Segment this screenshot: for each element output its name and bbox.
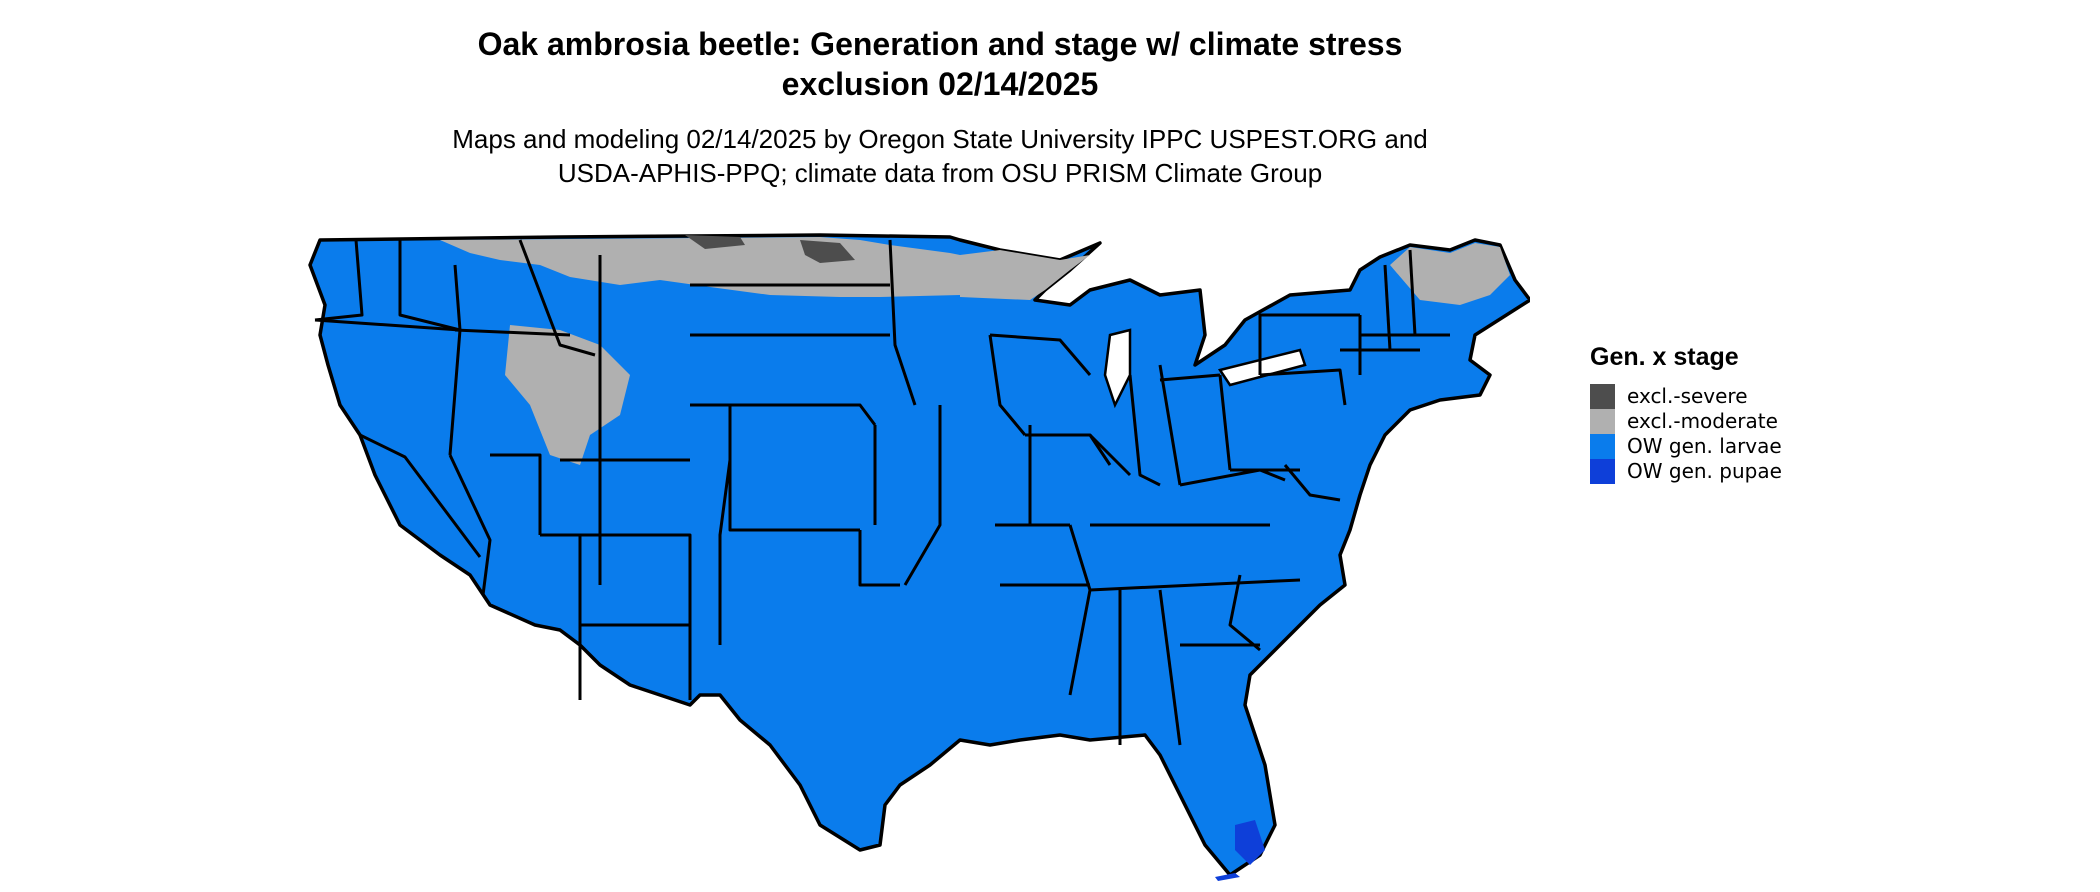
legend-title: Gen. x stage <box>1590 343 1739 371</box>
map-legend: Gen. x stage excl.-severe excl.-moderate… <box>1590 340 1920 484</box>
excl-moderate-new-england <box>1390 243 1510 305</box>
legend-swatch <box>1590 409 1615 434</box>
legend-item-ow-pupae: OW gen. pupae <box>1590 459 1920 484</box>
legend-swatch <box>1590 434 1615 459</box>
map-title: Oak ambrosia beetle: Generation and stag… <box>477 26 1403 102</box>
florida-keys <box>1215 873 1240 881</box>
lake-michigan <box>1103 328 1132 409</box>
legend-label: excl.-moderate <box>1627 409 1778 433</box>
state-borders <box>314 239 1450 746</box>
lake-erie <box>1217 348 1307 387</box>
legend-label: excl.-severe <box>1627 384 1748 408</box>
legend-label: OW gen. pupae <box>1627 459 1782 483</box>
legend-item-ow-larvae: OW gen. larvae <box>1590 434 1920 459</box>
excl-severe-north <box>685 235 855 263</box>
map-subtitle: Maps and modeling 02/14/2025 by Oregon S… <box>452 124 1428 188</box>
legend-item-excl-moderate: excl.-moderate <box>1590 409 1920 434</box>
legend-label: OW gen. larvae <box>1627 434 1782 458</box>
legend-item-excl-severe: excl.-severe <box>1590 384 1920 409</box>
ow-pupae-florida <box>1235 820 1265 865</box>
us-map <box>308 233 1530 881</box>
legend-swatch <box>1590 459 1615 484</box>
legend-swatch <box>1590 384 1615 409</box>
excl-moderate-great-lakes <box>960 250 1090 300</box>
